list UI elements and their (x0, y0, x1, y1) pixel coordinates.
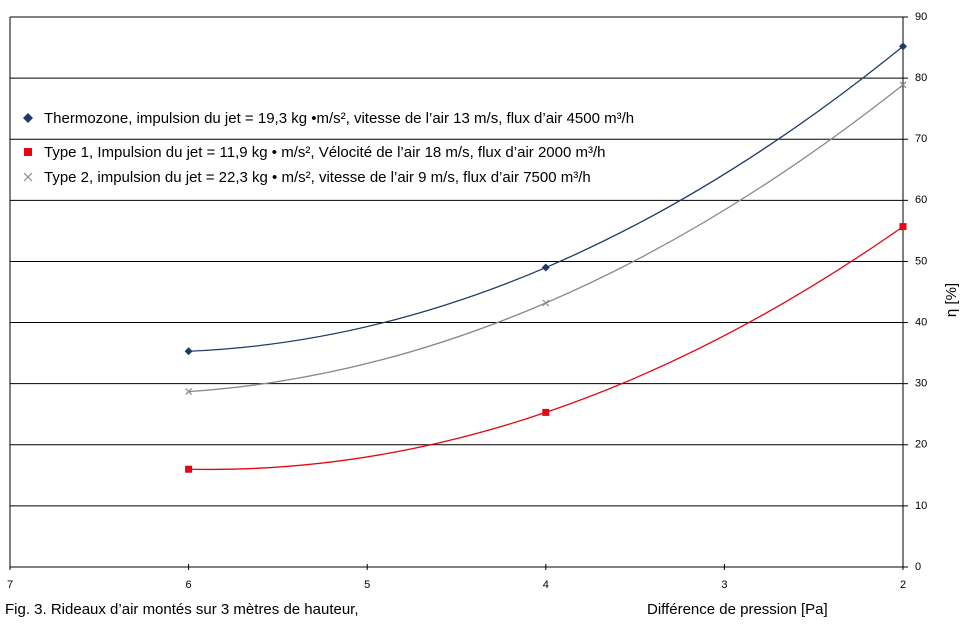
y2-tick-label: 40 (915, 316, 927, 328)
legend-label: Thermozone, impulsion du jet = 19,3 kg •… (44, 110, 634, 127)
marker (184, 347, 193, 356)
y2-tick-label: 60 (915, 194, 927, 206)
y2-tick-label: 80 (915, 72, 927, 84)
y2-tick-label: 30 (915, 378, 927, 390)
series-line (188, 84, 904, 393)
y2-tick-label: 90 (915, 11, 927, 23)
marker (899, 223, 907, 231)
marker (541, 263, 550, 272)
y2-tick-label: 50 (915, 255, 927, 267)
x-axis-label: Différence de pression [Pa] (647, 601, 828, 618)
y2-tick-label: 20 (915, 439, 927, 451)
legend-marker (24, 148, 32, 156)
marker (542, 408, 550, 416)
x-tick-label: 5 (364, 579, 370, 591)
legend-marker (23, 113, 33, 123)
y2-axis-label: η [%] (943, 283, 960, 317)
series-line (188, 226, 904, 471)
marker (185, 388, 193, 396)
marker (899, 81, 907, 89)
series-line (188, 45, 904, 352)
caption: Fig. 3. Rideaux d’air montés sur 3 mètre… (5, 601, 359, 618)
marker (185, 465, 193, 473)
marker (542, 299, 550, 307)
y2-tick-label: 0 (915, 561, 921, 573)
x-tick-label: 2 (900, 579, 906, 591)
legend-label: Type 1, Impulsion du jet = 11,9 kg • m/s… (44, 144, 605, 161)
legend-marker (23, 172, 33, 182)
y2-tick-label: 10 (915, 500, 927, 512)
marker (899, 42, 907, 51)
x-tick-label: 3 (721, 579, 727, 591)
y2-tick-label: 70 (915, 133, 927, 145)
legend-label: Type 2, impulsion du jet = 22,3 kg • m/s… (44, 169, 591, 186)
x-tick-label: 4 (543, 579, 549, 591)
x-tick-label: 6 (186, 579, 192, 591)
x-tick-label: 7 (7, 579, 13, 591)
